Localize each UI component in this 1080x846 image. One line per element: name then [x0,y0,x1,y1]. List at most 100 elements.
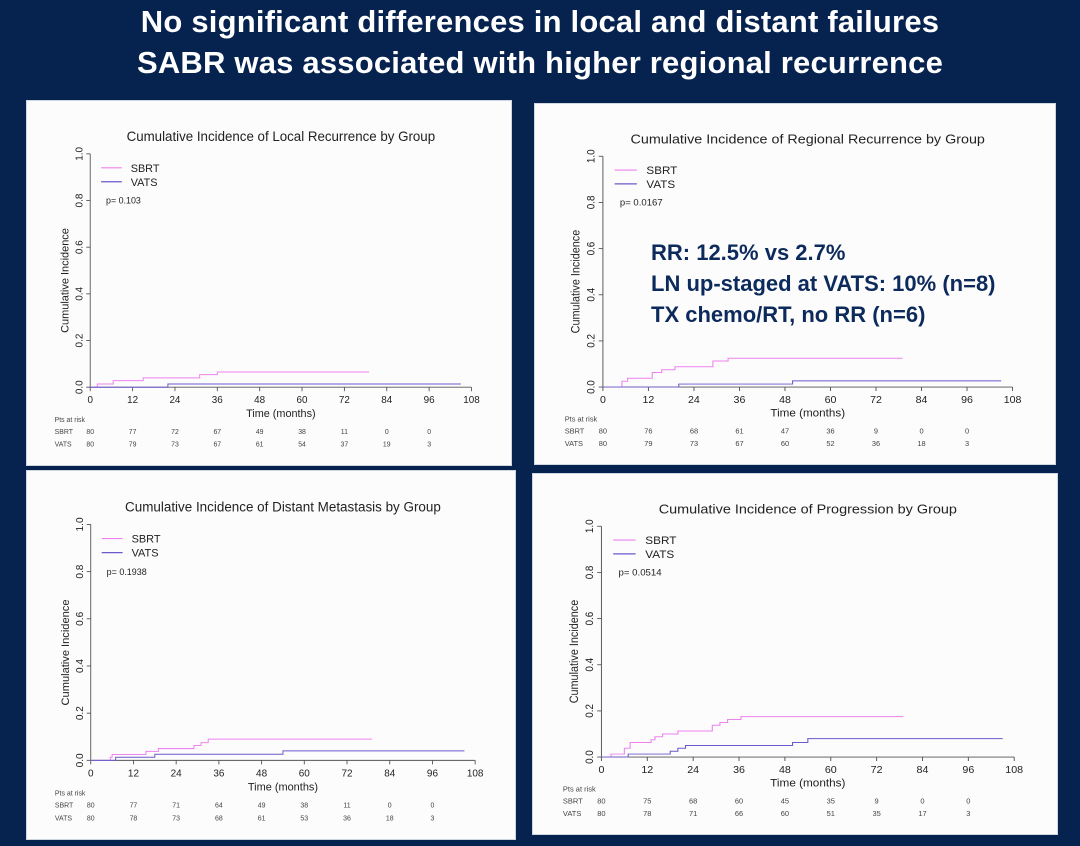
risk-count: 61 [258,815,266,822]
x-tick-label: 108 [467,768,484,779]
x-tick-label: 84 [917,765,929,776]
x-tick-label: 72 [871,765,883,776]
risk-count: 80 [599,440,607,448]
risk-count: 73 [172,815,180,822]
risk-count: 80 [599,428,607,436]
annotation-line-3: TX chemo/RT, no RR (n=6) [651,302,926,327]
y-tick-label: 0.6 [75,611,86,625]
annotation-line-2: LN up-staged at VATS: 10% (n=8) [651,271,996,296]
y-tick-label: 0.2 [75,706,86,720]
risk-row-group: VATS [565,440,583,448]
chart-panel-distant-metastasis: Cumulative Incidence of Distant Metastas… [26,470,516,840]
y-tick-label: 0.8 [586,195,597,209]
risk-count: 11 [341,429,348,436]
y-tick-label: 0.4 [585,658,596,672]
risk-count: 52 [826,440,834,448]
risk-count: 67 [213,429,221,436]
risk-count: 45 [781,797,789,806]
chart-svg: Cumulative Incidence of Distant Metastas… [55,499,484,822]
risk-count: 68 [689,797,697,806]
risk-row-group: SBRT [563,797,583,806]
risk-count: 80 [597,809,605,818]
x-tick-label: 60 [297,395,308,406]
x-tick-label: 48 [254,395,265,406]
risk-count: 11 [343,803,350,810]
risk-count: 64 [215,803,223,810]
y-tick-label: 0.4 [75,659,86,673]
risk-row-group: SBRT [55,803,74,810]
risk-count: 36 [872,440,880,448]
x-tick-label: 96 [961,395,973,406]
x-tick-label: 96 [427,768,438,779]
risk-count: 17 [918,809,926,818]
risk-table-label: Pts at risk [563,785,596,794]
x-tick-label: 84 [916,395,928,406]
series-line-sbrt [602,357,903,388]
risk-count: 80 [86,429,94,436]
risk-count: 0 [920,797,924,806]
y-tick-label: 1.0 [75,517,86,531]
legend-label-vats: VATS [646,179,675,191]
risk-count: 35 [872,809,880,818]
risk-count: 71 [689,809,697,818]
x-tick-label: 0 [87,395,93,406]
p-value: p= 0.0514 [619,568,662,578]
series-line-vats [602,380,1002,388]
risk-count: 60 [735,797,743,806]
annotation-line-1: RR: 12.5% vs 2.7% [651,240,846,265]
series-line-sbrt [90,738,372,761]
x-tick-label: 72 [339,395,350,406]
risk-count: 66 [735,809,743,818]
y-tick-label: 0.8 [74,193,85,207]
risk-count: 78 [130,815,138,822]
x-tick-label: 24 [687,765,699,776]
chart-svg: Cumulative Incidence of Local Recurrence… [55,129,481,449]
x-tick-label: 72 [870,395,882,406]
risk-count: 9 [875,797,879,806]
x-tick-label: 12 [127,395,138,406]
x-tick-label: 60 [299,768,310,779]
risk-table-label: Pts at risk [55,791,86,798]
risk-count: 77 [130,803,138,810]
risk-count: 0 [385,429,389,436]
chart-title: Cumulative Incidence of Progression by G… [659,501,958,516]
risk-count: 3 [965,440,969,448]
p-value: p= 0.103 [106,196,141,206]
risk-count: 60 [781,440,789,448]
risk-count: 80 [597,797,605,806]
risk-count: 80 [86,442,94,449]
y-tick-label: 0.6 [586,241,597,255]
slide-title-line-1: No significant differences in local and … [140,4,940,39]
x-tick-label: 60 [825,395,837,406]
chart-svg: Cumulative Incidence of Progression by G… [563,501,1023,818]
x-tick-label: 96 [424,395,435,406]
y-tick-label: 0.0 [585,750,596,764]
risk-row-group: VATS [563,809,582,818]
risk-count: 71 [172,803,180,810]
risk-count: 79 [129,442,137,449]
risk-row-group: SBRT [55,429,74,436]
chart-title: Cumulative Incidence of Regional Recurre… [631,131,986,146]
chart-panel-progression: Cumulative Incidence of Progression by G… [532,473,1058,835]
y-axis-label: Cumulative Incidence [569,600,581,704]
x-axis-label: Time (months) [248,782,318,794]
risk-count: 67 [213,442,221,449]
x-tick-label: 36 [212,395,223,406]
y-tick-label: 0.6 [585,611,596,625]
x-tick-label: 24 [171,768,182,779]
risk-count: 60 [781,809,789,818]
y-tick-label: 0.8 [75,564,86,578]
risk-count: 0 [966,797,970,806]
risk-count: 0 [431,803,435,810]
risk-count: 78 [643,809,651,818]
x-tick-label: 12 [641,765,653,776]
y-tick-label: 1.0 [585,519,596,533]
x-tick-label: 48 [779,395,791,406]
chart-panel-regional-recurrence: Cumulative Incidence of Regional Recurre… [534,103,1056,465]
x-tick-label: 36 [213,768,224,779]
risk-table-label: Pts at risk [55,417,86,424]
y-tick-label: 0.4 [586,288,597,302]
x-tick-label: 36 [734,395,746,406]
chart-title: Cumulative Incidence of Local Recurrence… [127,129,436,144]
y-tick-label: 0.0 [74,380,85,394]
